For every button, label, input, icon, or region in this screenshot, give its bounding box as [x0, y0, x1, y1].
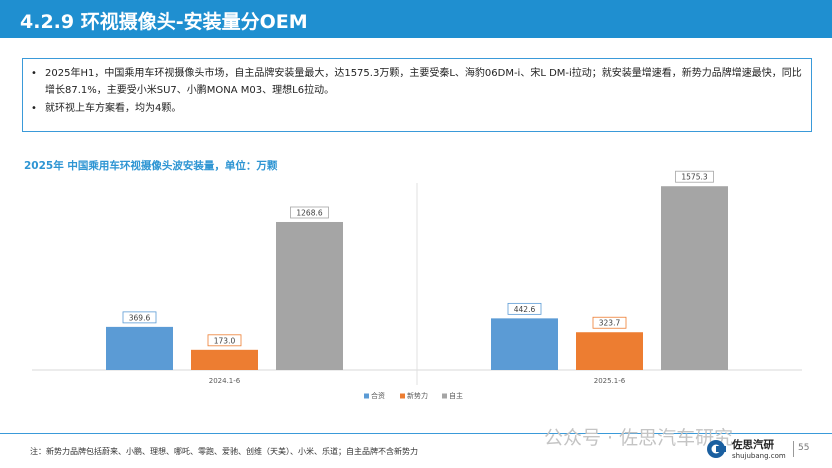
- bullet-dot: •: [31, 103, 37, 114]
- data-label: 173.0: [214, 336, 236, 345]
- bullet-text: 就环视上车方案看，均为4颗。: [45, 103, 182, 114]
- data-label: 1268.6: [296, 208, 322, 217]
- page-title: 4.2.9 环视摄像头-安装量分OEM: [20, 11, 308, 33]
- summary-box: • 2025年H1，中国乘用车环视摄像头市场，自主品牌安装量最大，达1575.3…: [22, 58, 812, 132]
- legend-swatch-新势力: [400, 393, 405, 399]
- data-label-box: [675, 170, 714, 183]
- x-tick-label: 2025.1-6: [594, 377, 626, 385]
- page-number: 55: [798, 443, 810, 453]
- bullet-dot: •: [31, 68, 37, 79]
- legend-label: 合资: [371, 391, 385, 400]
- data-label-box: [507, 302, 542, 315]
- header-bar: 4.2.9 环视摄像头-安装量分OEM: [0, 0, 832, 38]
- legend-label: 自主: [449, 391, 463, 400]
- brand-name: 佐思汽研: [732, 439, 774, 451]
- data-label-box: [592, 316, 627, 329]
- bar-合资-2025.1-6: [491, 318, 558, 370]
- brand-url: shujubang.com: [732, 452, 786, 460]
- data-label: 1575.3: [681, 173, 707, 182]
- data-label-box: [290, 206, 329, 219]
- bar-新势力-2025.1-6: [576, 332, 643, 370]
- bar-自主-2024.1-6: [276, 221, 343, 370]
- bullet-text: 2025年H1，中国乘用车环视摄像头市场，自主品牌安装量最大，达1575.3万颗…: [45, 68, 802, 96]
- legend-swatch-合资: [364, 393, 369, 399]
- brand-logo-icon: [707, 440, 726, 458]
- watermark: 公众号 · 佐思汽车研究: [544, 427, 734, 449]
- page-number-divider: [793, 441, 794, 457]
- chart-title: 2025年 中国乘用车环视摄像头波安装量，单位：万颗: [24, 160, 278, 172]
- legend-swatch-自主: [442, 393, 447, 399]
- bar-新势力-2024.1-6: [191, 349, 258, 370]
- footer-divider: [0, 433, 832, 434]
- data-label-box: [207, 334, 242, 347]
- data-label: 369.6: [129, 313, 151, 322]
- footnote: 注：新势力品牌包括蔚来、小鹏、理想、哪吒、零跑、爱驰、创维（天美）、小米、乐道；…: [30, 447, 418, 456]
- data-label-box: [122, 311, 157, 324]
- bar-合资-2024.1-6: [106, 326, 173, 370]
- bar-自主-2025.1-6: [661, 186, 728, 370]
- legend-label: 新势力: [407, 391, 428, 400]
- data-label: 442.6: [514, 305, 536, 314]
- data-label: 323.7: [599, 319, 621, 328]
- x-tick-label: 2024.1-6: [209, 377, 241, 385]
